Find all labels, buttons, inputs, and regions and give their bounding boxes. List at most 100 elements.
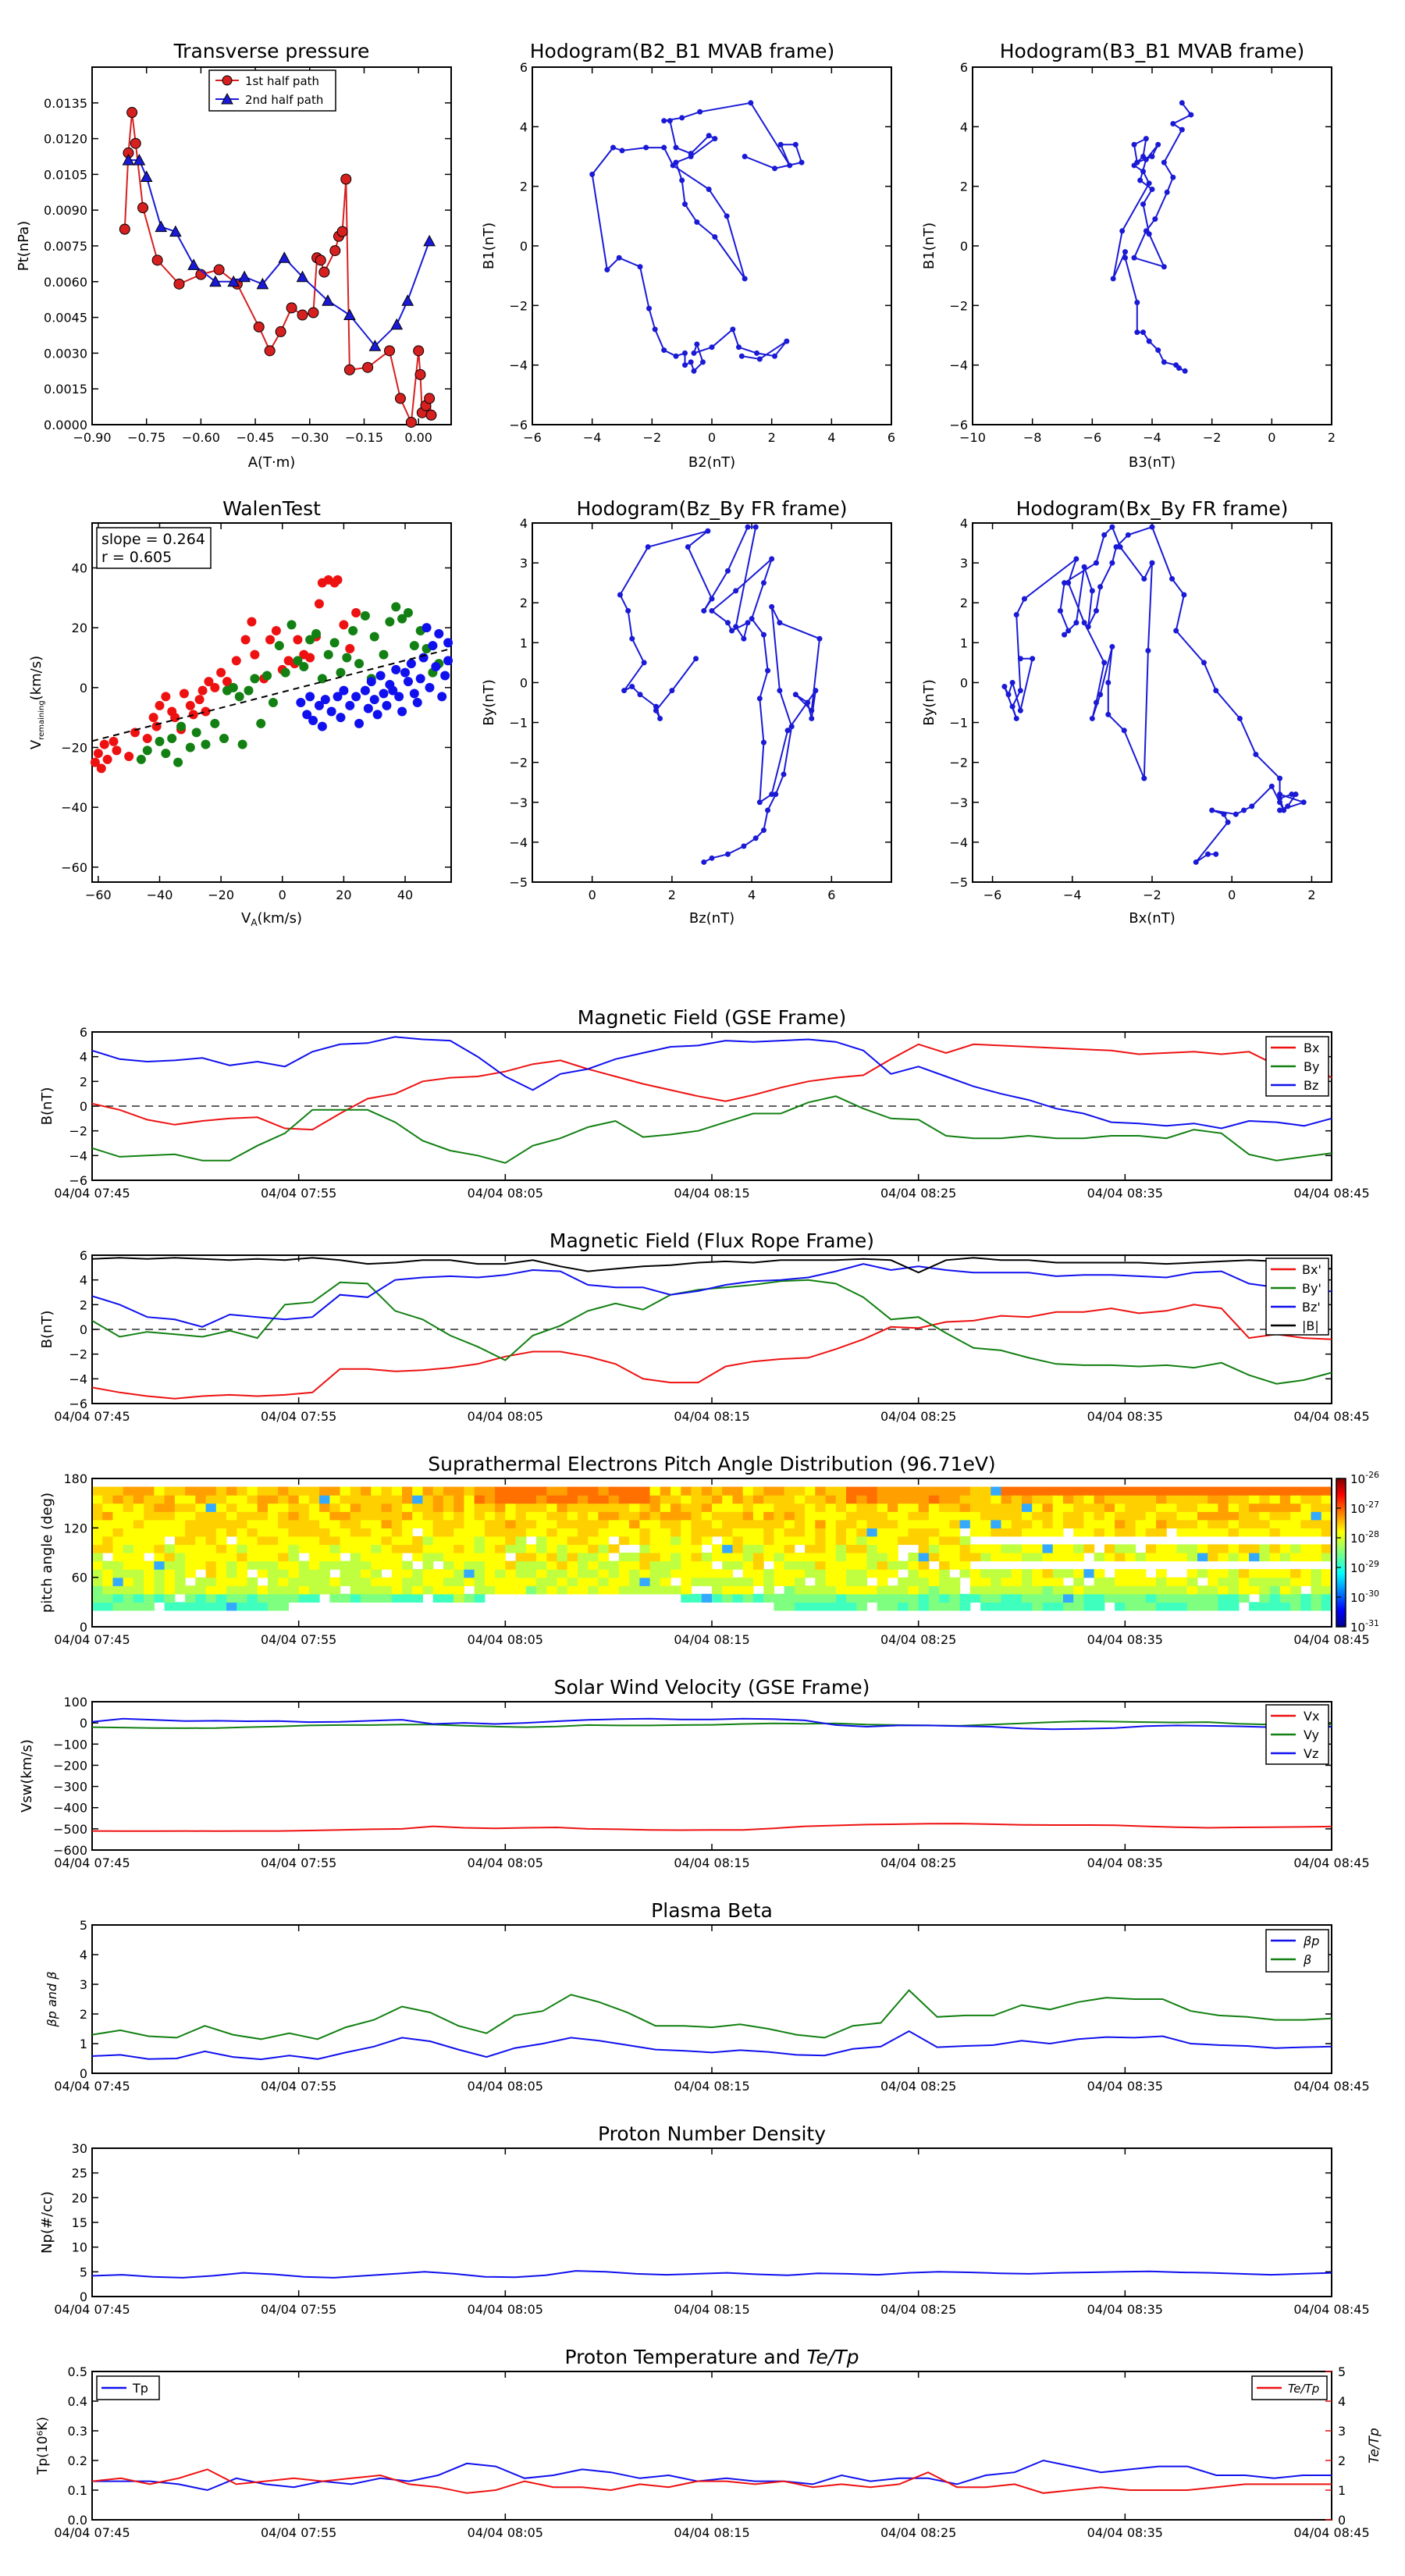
pad-cell (908, 1486, 919, 1496)
pad-cell (495, 1535, 506, 1546)
pad-cell (1249, 1495, 1260, 1504)
walen-point-green (234, 692, 244, 702)
pad-cell (329, 1486, 341, 1496)
pad-cell (1259, 1528, 1271, 1537)
pad-cell (856, 1585, 868, 1595)
pad-cell (1073, 1511, 1084, 1521)
pad-cell (681, 1553, 692, 1562)
walen-point-blue (418, 653, 429, 663)
walen-point-red (293, 635, 303, 645)
pad-cell (237, 1577, 248, 1586)
hodo2-xtick-label: −10 (959, 430, 986, 445)
pad-cell (215, 1553, 227, 1562)
hodo4-ytick-label: 4 (960, 516, 968, 531)
pad-cell (391, 1535, 403, 1546)
pad-cell (846, 1486, 857, 1496)
pad-cell (185, 1511, 196, 1521)
pad-cell (991, 1544, 1002, 1553)
pad-cell (752, 1593, 764, 1603)
pad-cell (557, 1553, 568, 1562)
hodo3-point (788, 724, 795, 730)
hodo4-point (1013, 715, 1019, 721)
pad-cell (722, 1535, 733, 1546)
pad-cell (237, 1519, 248, 1528)
pad-cell (1032, 1495, 1043, 1504)
pad-cell (247, 1528, 258, 1537)
hodo4-point (1145, 648, 1151, 654)
pad-cell (598, 1577, 610, 1586)
pad-cell (949, 1593, 961, 1603)
pad-cell (691, 1495, 702, 1504)
pad-cell (278, 1577, 289, 1586)
pad-cell (1125, 1544, 1136, 1553)
vsw-time-label: 04/04 07:55 (261, 1856, 336, 1870)
pad-cell (742, 1495, 754, 1504)
vsw-ytick-label: −600 (53, 1843, 87, 1858)
hodo2-title: Hodogram(B3_B1 MVAB frame) (1000, 40, 1305, 62)
pad-cell (1001, 1528, 1012, 1537)
pad-cell (484, 1495, 496, 1504)
pad-cell (649, 1577, 661, 1586)
hodo2-ylabel: B1(nT) (921, 222, 937, 269)
pad-cell (608, 1544, 620, 1553)
pad-cell (1104, 1585, 1115, 1595)
pad-cell (846, 1511, 857, 1521)
pad-cell (381, 1503, 393, 1512)
pad-cell (422, 1528, 434, 1537)
pad-cell (402, 1519, 413, 1528)
pad-cell (1176, 1593, 1188, 1603)
proton-density-panel: Proton Number Density 04/04 07:45 04/04 0… (39, 2122, 1370, 2317)
pad-cell (495, 1577, 506, 1586)
plasma-beta-panel: Plasma Beta 04/04 07:45 04/04 07:55 04/04 … (44, 1899, 1370, 2094)
pad-cell (567, 1535, 578, 1546)
tp-content: 04/04 07:45 04/04 07:55 04/04 08:05 04/04 0… (54, 2364, 1369, 2540)
pad-cell (578, 1486, 589, 1496)
pad-cell (350, 1553, 361, 1562)
vsw-title: Solar Wind Velocity (GSE Frame) (554, 1676, 870, 1699)
pad-cell (866, 1528, 878, 1537)
pad-cell (1125, 1528, 1136, 1537)
pad-cell (825, 1535, 837, 1546)
walen-point-green (397, 614, 407, 624)
pad-cell (525, 1577, 537, 1586)
pad-cell (784, 1511, 795, 1521)
pad-cell (588, 1569, 599, 1578)
pad-cell (691, 1486, 702, 1496)
pad-cell (298, 1495, 310, 1504)
hodo3-point (741, 635, 747, 642)
beta-ytick-label: 2 (80, 2007, 87, 2022)
pad-cell (598, 1535, 610, 1546)
pad-cell (815, 1585, 827, 1595)
pad-cell (701, 1577, 713, 1586)
pad-cell (454, 1593, 464, 1603)
pad-cell (298, 1519, 310, 1528)
pad-cell (763, 1503, 774, 1512)
vsw-time-label: 04/04 08:05 (468, 1856, 543, 1870)
pad-cell (815, 1486, 827, 1496)
pad-cell (1321, 1602, 1332, 1611)
pad-cell (546, 1528, 558, 1537)
pad-cell (1166, 1495, 1178, 1504)
pad-time-label: 04/04 08:25 (880, 1632, 956, 1647)
pad-cell (928, 1585, 940, 1595)
bgse-time-label: 04/04 08:35 (1087, 1186, 1163, 1201)
pad-cell (877, 1593, 888, 1603)
walen-point-green (268, 698, 278, 707)
pad-cell (1011, 1503, 1023, 1512)
pad-cell (443, 1544, 454, 1553)
hodo3-point (705, 528, 711, 534)
pad-cell (835, 1535, 847, 1546)
pad-cell (288, 1569, 300, 1578)
pad-cell (1022, 1569, 1033, 1578)
pad-cell (174, 1486, 186, 1496)
transverse-line-circle (123, 112, 432, 425)
pad-cell (350, 1569, 361, 1578)
pad-cell (567, 1560, 578, 1570)
beta-time-label: 04/04 07:55 (261, 2079, 336, 2094)
pad-cell (1094, 1511, 1105, 1521)
walen-point-red (265, 635, 276, 645)
pad-cell (1125, 1486, 1136, 1496)
walen-point-red (185, 700, 195, 710)
pad-cell (1011, 1585, 1023, 1595)
